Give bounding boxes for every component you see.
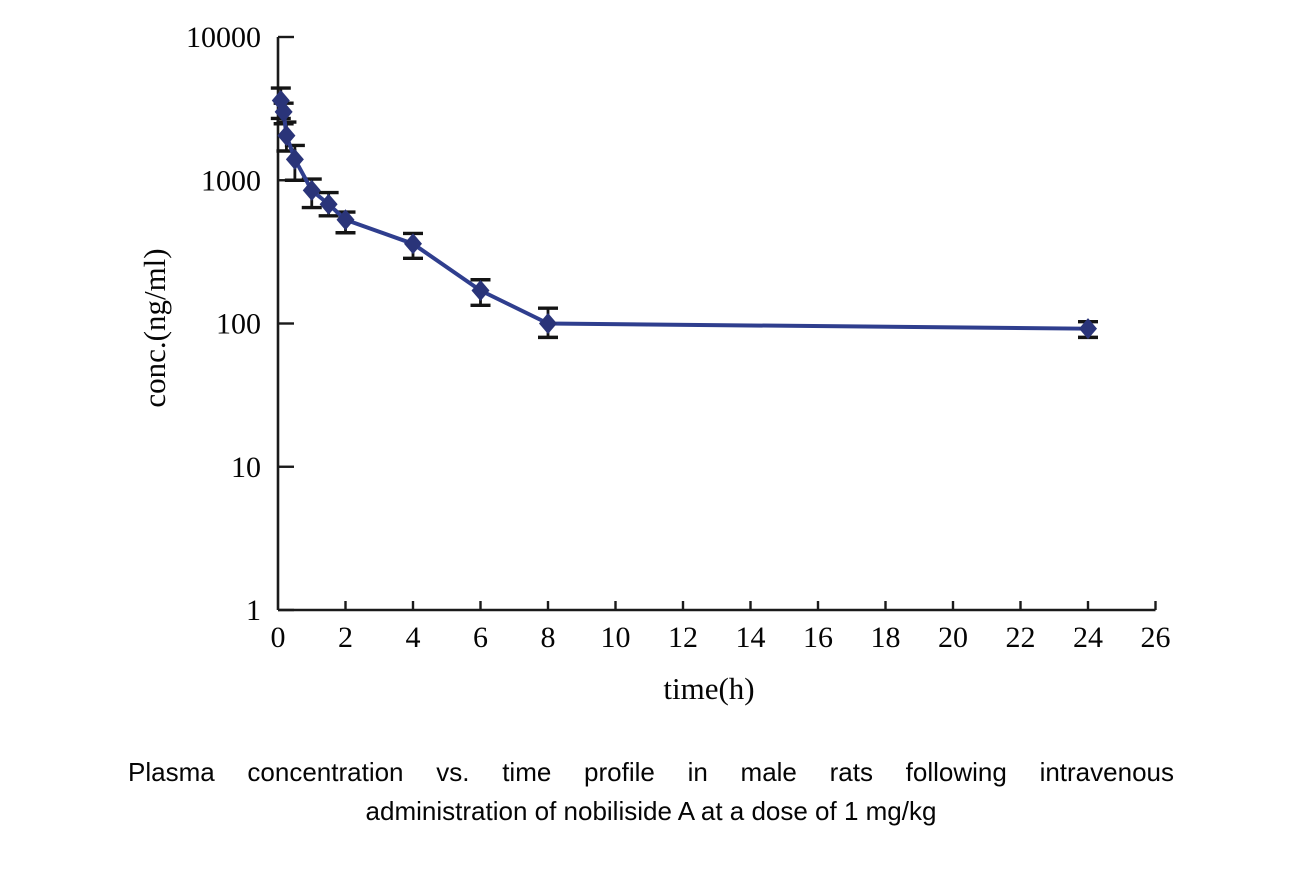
data-point-marker [285,148,304,170]
x-tick-label: 12 [668,621,698,654]
data-point-marker [274,101,293,123]
data-point-marker [336,209,355,231]
caption-line-1: Plasma concentration vs. time profile in… [128,757,1174,787]
x-tick-label: 2 [338,621,353,654]
x-tick-label: 8 [541,621,556,654]
x-tick-label: 10 [601,621,631,654]
x-tick-label: 16 [803,621,833,654]
y-axis-title: conc.(ng/ml) [137,248,172,407]
y-tick-label: 100 [216,308,261,341]
x-tick-label: 14 [736,621,766,654]
x-tick-label: 26 [1141,621,1171,654]
data-point-marker [1079,318,1097,340]
data-point-marker [277,125,296,147]
x-axis-title: time(h) [663,671,754,706]
data-point-marker [539,313,557,334]
data-point-marker [319,193,338,215]
x-tick-label: 4 [406,621,421,654]
data-point-marker [404,233,422,255]
x-tick-label: 0 [271,621,286,654]
series-line [278,100,1089,331]
figure-caption: Plasma concentration vs. time profile in… [128,753,1174,831]
x-tick-label: 20 [938,621,968,654]
x-tick-label: 22 [1006,621,1036,654]
x-tick-label: 24 [1073,621,1103,654]
x-tick-label: 18 [871,621,901,654]
y-tick-label: 1000 [201,164,261,197]
x-tick-label: 6 [473,621,488,654]
y-tick-label: 10000 [186,21,261,54]
y-tick-label: 1 [246,594,261,627]
y-tick-label: 10 [231,451,261,484]
data-point-marker [302,179,321,201]
caption-line-2: administration of nobiliside A at a dose… [365,796,937,826]
data-point-marker [471,279,490,301]
